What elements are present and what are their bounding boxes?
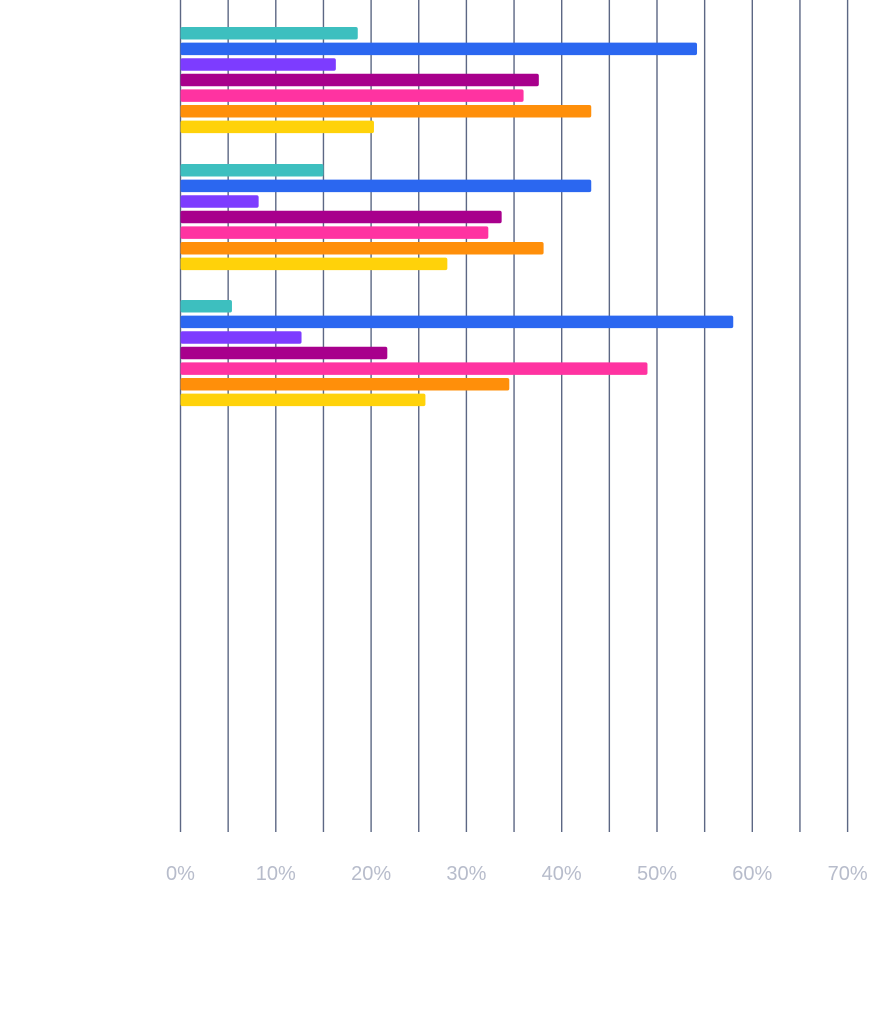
bar xyxy=(180,58,336,71)
bar xyxy=(180,257,448,271)
bar xyxy=(180,346,388,360)
x-tick-label: 70% xyxy=(828,863,868,885)
x-tick-label: 30% xyxy=(446,863,486,885)
bar xyxy=(180,315,734,329)
x-tick-label: 50% xyxy=(637,863,677,885)
bar xyxy=(180,331,302,344)
bar xyxy=(180,300,232,313)
bar xyxy=(180,164,324,177)
bar xyxy=(180,120,374,134)
x-tick-label: 10% xyxy=(256,863,296,885)
x-tick-label: 20% xyxy=(351,863,391,885)
bar xyxy=(180,105,592,118)
x-tick-label: 60% xyxy=(732,863,772,885)
bar xyxy=(180,393,426,407)
bar xyxy=(180,362,648,375)
x-axis-tick-labels: 0% 10% 20% 30% 40% 50% 60% 70% xyxy=(166,863,868,885)
bars xyxy=(180,27,734,407)
gridlines xyxy=(179,0,849,832)
x-tick-label: 40% xyxy=(542,863,582,885)
bar xyxy=(180,195,259,208)
bar xyxy=(180,179,592,193)
bar xyxy=(180,27,358,40)
bar xyxy=(180,242,544,255)
bar xyxy=(180,210,502,224)
bar xyxy=(180,226,489,239)
bar xyxy=(180,89,524,102)
x-tick-label: 0% xyxy=(166,863,195,885)
bar xyxy=(180,73,539,87)
bar xyxy=(180,42,698,56)
bar xyxy=(180,378,510,391)
